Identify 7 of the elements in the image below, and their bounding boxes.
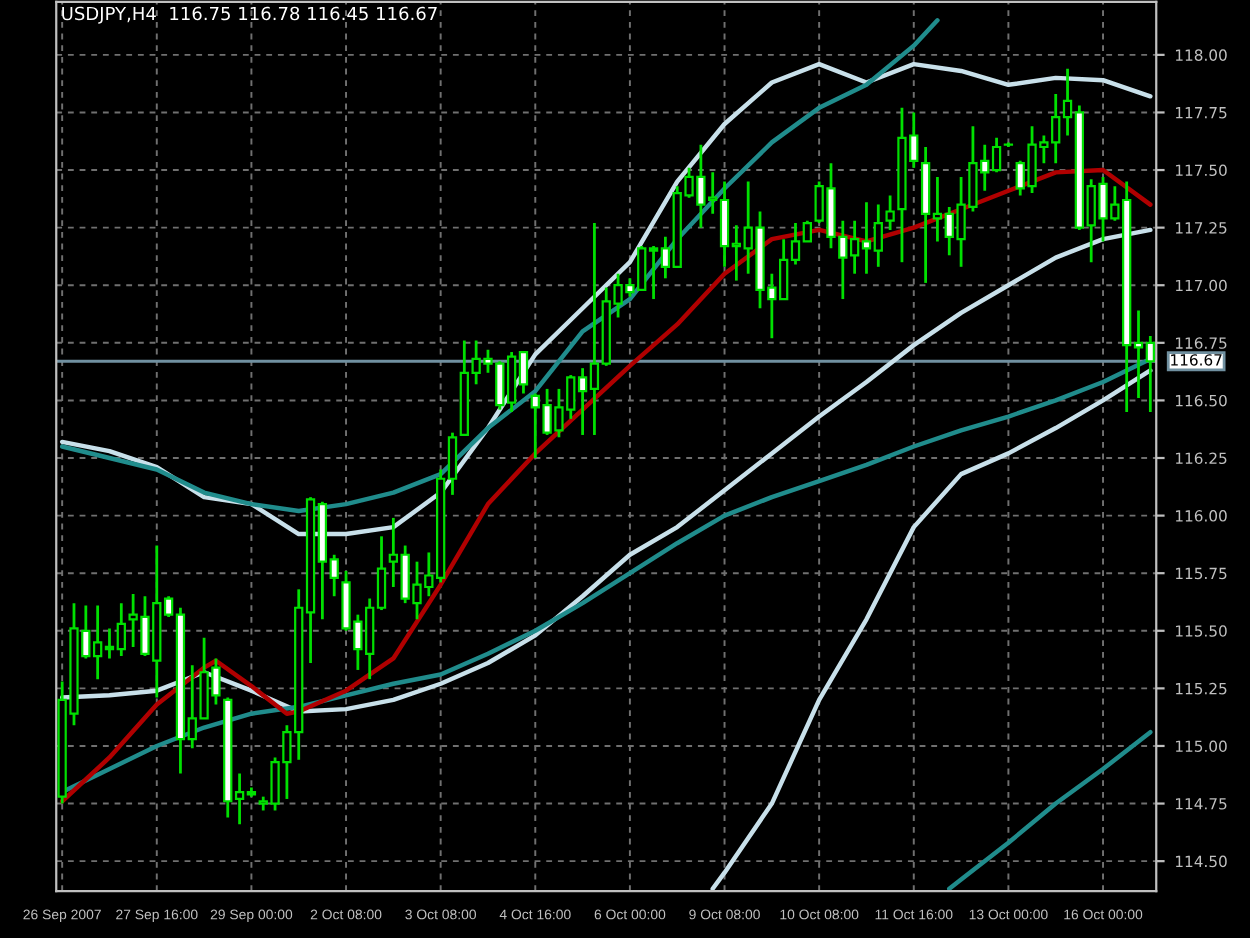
candlestick: [885, 194, 895, 232]
chart-title: USDJPY,H4 116.75 116.78 116.45 116.67: [62, 6, 437, 24]
line-series: [710, 368, 1153, 892]
line-series: [59, 227, 1153, 714]
line-series: [59, 61, 1153, 537]
line-series: [947, 729, 1153, 892]
line-series: [59, 167, 1153, 804]
